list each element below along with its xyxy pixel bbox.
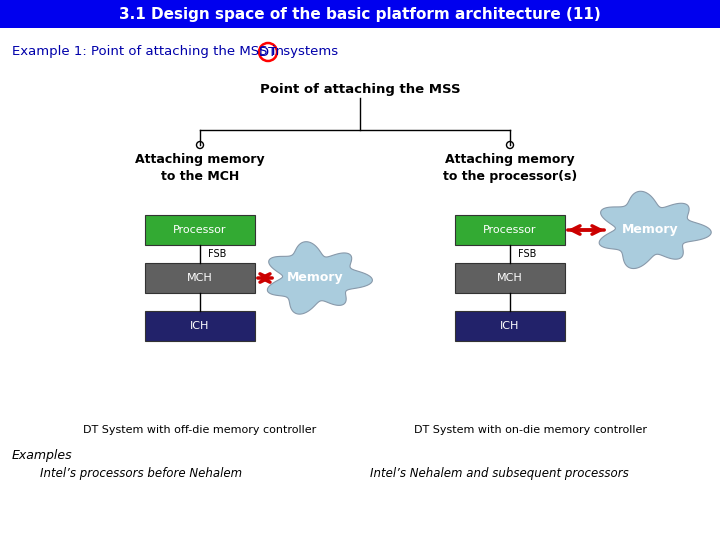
Text: Example 1: Point of attaching the MSS in: Example 1: Point of attaching the MSS in [12,45,288,58]
Polygon shape [599,191,711,268]
FancyBboxPatch shape [145,263,255,293]
Text: Intel’s processors before Nehalem: Intel’s processors before Nehalem [40,467,242,480]
Text: ICH: ICH [500,321,520,331]
FancyBboxPatch shape [145,215,255,245]
Text: systems: systems [279,45,338,58]
Text: Examples: Examples [12,449,73,462]
Text: DT System with off-die memory controller: DT System with off-die memory controller [84,425,317,435]
Text: Attaching memory
to the processor(s): Attaching memory to the processor(s) [443,153,577,183]
Text: 3.1 Design space of the basic platform architecture (11): 3.1 Design space of the basic platform a… [119,6,601,22]
Text: Processor: Processor [174,225,227,235]
Text: Point of attaching the MSS: Point of attaching the MSS [260,84,460,97]
Text: FSB: FSB [208,249,226,259]
Polygon shape [267,242,372,314]
Text: Memory: Memory [621,224,678,237]
Text: DT: DT [259,45,277,58]
Bar [0,0,720,28]
Text: Intel’s Nehalem and subsequent processors: Intel’s Nehalem and subsequent processor… [370,467,629,480]
Text: DT System with on-die memory controller: DT System with on-die memory controller [413,425,647,435]
Text: Processor: Processor [483,225,536,235]
Text: Memory: Memory [287,272,343,285]
Text: FSB: FSB [518,249,536,259]
Text: Attaching memory
to the MCH: Attaching memory to the MCH [135,153,265,183]
Text: ICH: ICH [190,321,210,331]
FancyBboxPatch shape [455,263,565,293]
Text: MCH: MCH [187,273,213,283]
FancyBboxPatch shape [145,311,255,341]
FancyBboxPatch shape [455,215,565,245]
Text: MCH: MCH [497,273,523,283]
FancyBboxPatch shape [455,311,565,341]
